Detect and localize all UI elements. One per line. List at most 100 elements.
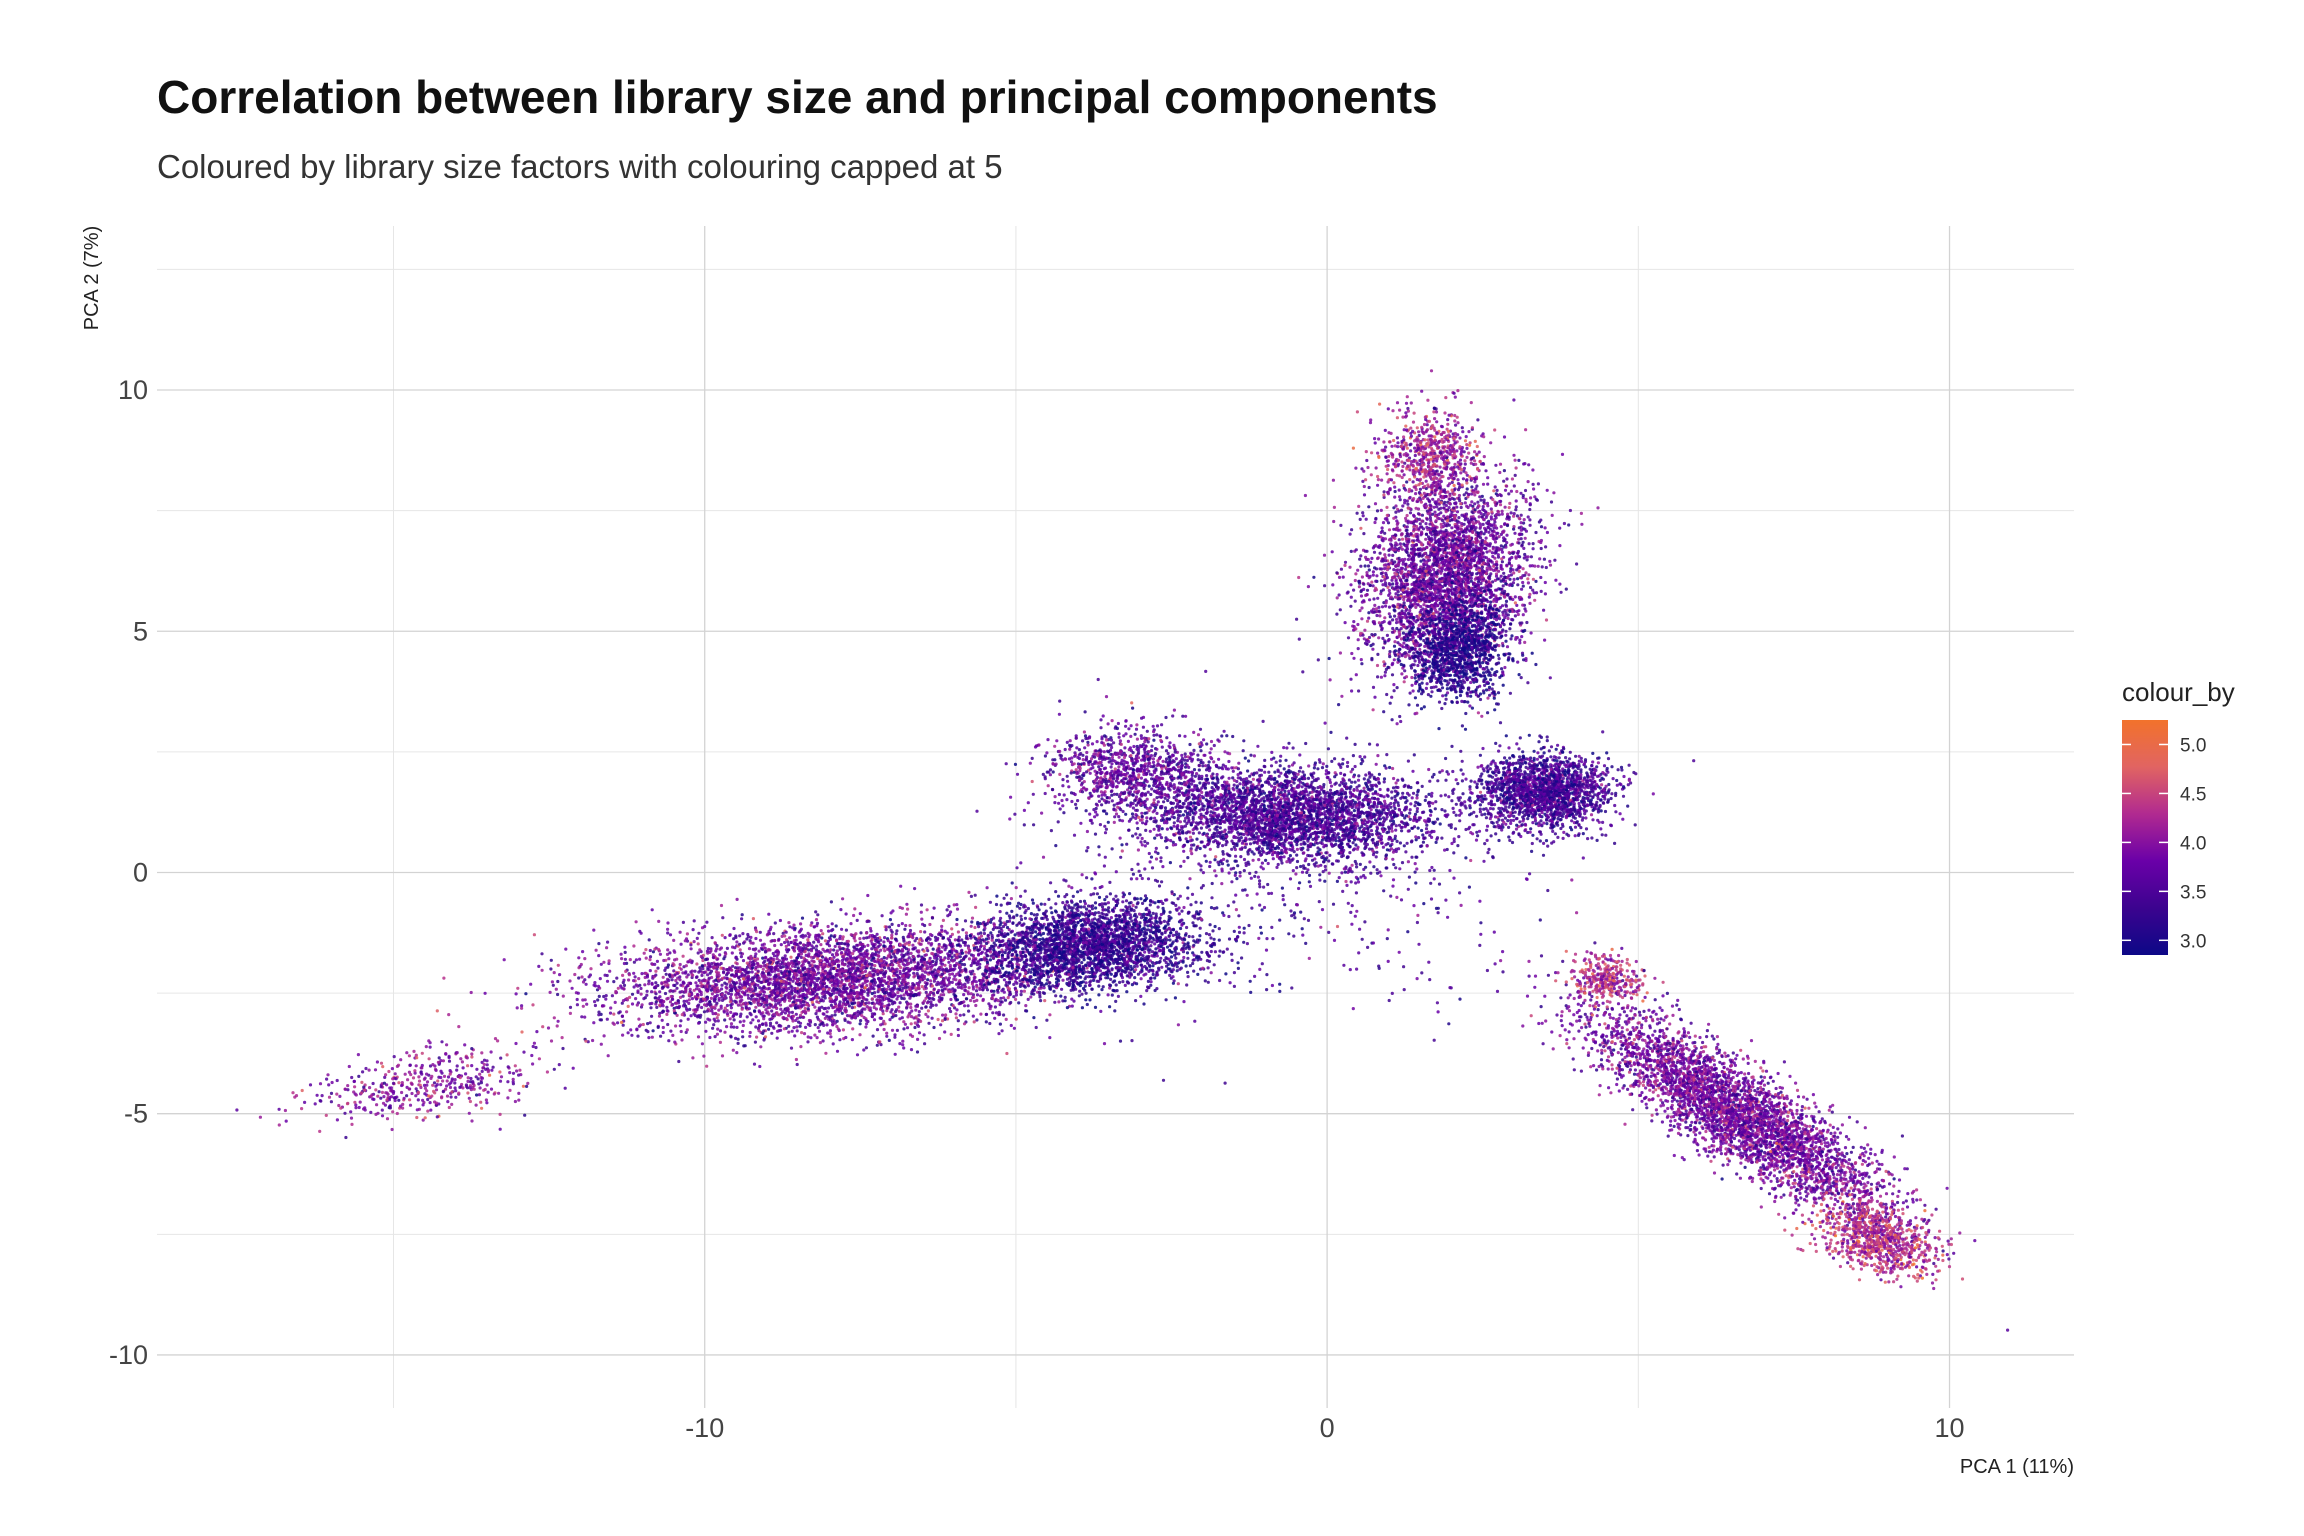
scatter-point bbox=[839, 908, 842, 911]
scatter-point bbox=[785, 938, 788, 941]
scatter-point bbox=[672, 939, 675, 942]
scatter-point bbox=[937, 1018, 940, 1021]
scatter-point bbox=[770, 1009, 773, 1012]
scatter-point bbox=[1013, 1027, 1016, 1030]
scatter-point bbox=[557, 1020, 560, 1023]
scatter-point bbox=[891, 963, 894, 966]
scatter-point bbox=[888, 952, 891, 955]
scatter-point bbox=[724, 1007, 727, 1010]
scatter-point bbox=[940, 973, 943, 976]
scatter-point bbox=[879, 1017, 882, 1020]
scatter-point bbox=[640, 972, 643, 975]
scatter-point bbox=[744, 1002, 747, 1005]
scatter-point bbox=[844, 997, 847, 1000]
scatter-point bbox=[794, 969, 797, 972]
scatter-point bbox=[702, 1055, 705, 1058]
scatter-point bbox=[817, 1026, 820, 1029]
scatter-point bbox=[821, 982, 824, 985]
scatter-point bbox=[738, 985, 741, 988]
scatter-point bbox=[726, 1004, 729, 1007]
scatter-point bbox=[768, 987, 771, 990]
scatter-point bbox=[986, 988, 989, 991]
scatter-point bbox=[898, 1042, 901, 1045]
scatter-point bbox=[891, 1002, 894, 1005]
scatter-point bbox=[699, 998, 702, 1001]
scatter-point bbox=[944, 976, 947, 979]
scatter-point bbox=[846, 945, 849, 948]
scatter-point bbox=[636, 1035, 639, 1038]
scatter-point bbox=[723, 1010, 726, 1013]
scatter-point bbox=[933, 988, 936, 991]
scatter-point bbox=[881, 988, 884, 991]
scatter-point bbox=[883, 1028, 886, 1031]
scatter-point bbox=[834, 985, 837, 988]
scatter-point bbox=[782, 990, 785, 993]
scatter-point bbox=[972, 987, 975, 990]
scatter-point bbox=[735, 1026, 738, 1029]
scatter-point bbox=[798, 999, 801, 1002]
scatter-point bbox=[924, 985, 927, 988]
scatter-point bbox=[632, 944, 635, 947]
scatter-point bbox=[965, 931, 968, 934]
scatter-point bbox=[917, 955, 920, 958]
scatter-point bbox=[996, 989, 999, 992]
scatter-point bbox=[790, 941, 793, 944]
scatter-point bbox=[970, 964, 973, 967]
scatter-point bbox=[805, 954, 808, 957]
scatter-point bbox=[1094, 906, 1097, 909]
scatter-point bbox=[757, 994, 760, 997]
scatter-point bbox=[698, 979, 701, 982]
scatter-point bbox=[736, 962, 739, 965]
scatter-point bbox=[795, 1025, 798, 1028]
scatter-point bbox=[662, 959, 665, 962]
scatter-point bbox=[803, 1032, 806, 1035]
scatter-point bbox=[657, 997, 660, 1000]
scatter-point bbox=[1046, 979, 1049, 982]
scatter-point bbox=[717, 1019, 720, 1022]
scatter-point bbox=[1005, 1052, 1008, 1055]
scatter-point bbox=[715, 947, 718, 950]
scatter-point bbox=[667, 979, 670, 982]
scatter-point bbox=[1036, 913, 1039, 916]
scatter-point bbox=[1018, 907, 1021, 910]
scatter-point bbox=[813, 1034, 816, 1037]
scatter-point bbox=[759, 939, 762, 942]
scatter-point bbox=[689, 959, 692, 962]
scatter-point bbox=[677, 1006, 680, 1009]
scatter-point bbox=[669, 1000, 672, 1003]
scatter-point bbox=[740, 917, 743, 920]
scatter-point bbox=[632, 979, 635, 982]
scatter-point bbox=[764, 1008, 767, 1011]
scatter-point bbox=[708, 977, 711, 980]
scatter-point bbox=[830, 979, 833, 982]
scatter-point bbox=[603, 1034, 606, 1037]
scatter-point bbox=[1055, 977, 1058, 980]
scatter-point bbox=[1002, 988, 1005, 991]
scatter-point bbox=[1048, 1013, 1051, 1016]
scatter-point bbox=[837, 1008, 840, 1011]
scatter-point bbox=[906, 1026, 909, 1029]
scatter-point bbox=[896, 991, 899, 994]
scatter-point bbox=[710, 962, 713, 965]
scatter-point bbox=[541, 969, 544, 972]
scatter-point bbox=[522, 1051, 525, 1054]
scatter-point bbox=[622, 987, 625, 990]
scatter-point bbox=[710, 970, 713, 973]
scatter-point bbox=[870, 966, 873, 969]
scatter-point bbox=[872, 987, 875, 990]
scatter-point bbox=[867, 957, 870, 960]
scatter-point bbox=[858, 1033, 861, 1036]
scatter-point bbox=[948, 990, 951, 993]
scatter-point bbox=[596, 998, 599, 1001]
scatter-point bbox=[967, 1004, 970, 1007]
scatter-point bbox=[569, 1012, 572, 1015]
scatter-point bbox=[664, 992, 667, 995]
scatter-point bbox=[671, 990, 674, 993]
scatter-point bbox=[672, 963, 675, 966]
scatter-point bbox=[919, 930, 922, 933]
scatter-point bbox=[665, 973, 668, 976]
scatter-point bbox=[662, 976, 665, 979]
scatter-point bbox=[584, 998, 587, 1001]
scatter-point bbox=[1076, 921, 1079, 924]
scatter-point bbox=[666, 928, 669, 931]
